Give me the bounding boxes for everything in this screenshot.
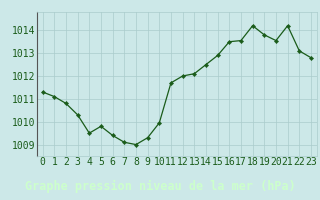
Text: Graphe pression niveau de la mer (hPa): Graphe pression niveau de la mer (hPa) [25,180,295,193]
